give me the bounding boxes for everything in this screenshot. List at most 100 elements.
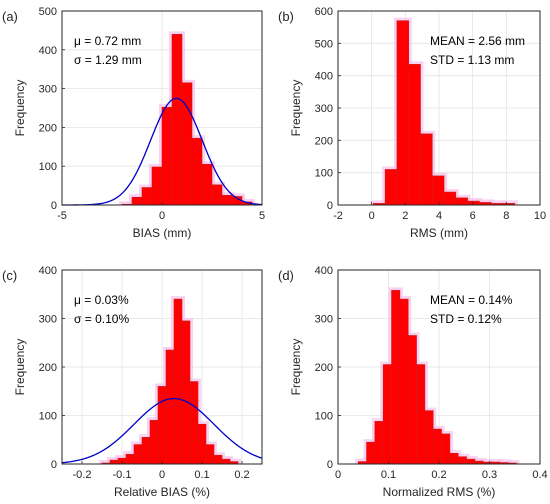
x-tick-label: 10 [534,210,546,222]
x-tick-label: 0.1 [194,469,209,481]
x-tick-label: 0.2 [431,469,446,481]
stats-annotation: μ = 0.72 mm [74,34,141,48]
y-tick-label: 300 [39,314,57,326]
x-tick-label: -2 [333,210,343,222]
y-tick-label: 200 [39,122,57,134]
y-tick-label: 300 [315,103,333,115]
histogram-bar [467,200,480,206]
histogram-bar [396,20,409,206]
histogram-bar [221,195,233,206]
histogram-bar [441,433,451,465]
y-tick-label: 100 [315,168,333,180]
stats-annotation: σ = 0.10% [74,312,129,326]
histogram-bar [131,196,143,206]
stats-annotation: σ = 1.29 mm [74,53,142,67]
y-axis-label: Frequency [13,80,27,137]
y-tick-label: 0 [327,200,333,212]
panel-label: (d) [278,268,294,283]
histogram-bar [197,423,207,465]
histogram-bar [221,458,231,465]
panel-label: (c) [2,268,17,283]
bar-glow [480,459,495,464]
gaussian-fit-curve [62,97,263,206]
panel-label: (b) [278,9,294,24]
y-tick-label: 0 [327,459,333,471]
x-axis-label: Normalized RMS (%) [383,485,496,499]
histogram-bar [161,106,173,206]
histogram-bar [384,169,398,206]
x-tick-label: 0.2 [234,469,249,481]
y-tick-label: 200 [39,362,57,374]
y-tick-label: 0 [51,459,57,471]
histogram-bar [420,133,433,206]
histogram-bar [449,453,459,465]
x-tick-label: 4 [436,210,442,222]
histogram-bar [432,428,442,465]
histogram-bar [133,444,143,465]
y-tick-label: 400 [39,45,57,57]
x-tick-label: 0 [159,469,165,481]
x-tick-label: 8 [503,210,509,222]
y-tick-label: 400 [39,265,57,277]
x-tick-label: 0 [369,210,375,222]
y-tick-label: 100 [315,411,333,423]
histogram-bar [141,187,153,206]
y-tick-label: 100 [39,161,57,173]
bar-glow [488,459,503,464]
histogram-bar [408,64,421,206]
histogram-bar [382,364,392,465]
histogram-bar [399,298,409,465]
histogram-bar [189,381,199,465]
y-tick-label: 0 [51,200,57,212]
x-axis-label: BIAS (mm) [133,226,192,240]
bar-glow [370,200,389,205]
y-tick-label: 400 [315,265,333,277]
bar-glow [496,459,512,464]
y-tick-label: 200 [315,135,333,147]
histogram-bar [201,163,213,206]
x-tick-label: -0.2 [73,469,92,481]
x-tick-label: 0 [159,210,165,222]
histogram-bar [391,290,401,465]
y-axis-label: Frequency [289,339,303,396]
stats-annotation: μ = 0.03% [74,293,129,307]
y-axis-label: Frequency [289,80,303,137]
bar-glow [499,200,518,205]
stats-annotation: MEAN = 2.56 mm [430,34,525,48]
stats-annotation: MEAN = 0.14% [430,293,513,307]
y-tick-label: 300 [39,84,57,96]
histogram-bar [181,320,191,465]
chart-panel-c: -0.2 -0.1 0 0.1 0.2 0 100 200 300 400 Relative BIA… [2,265,263,499]
histogram-bar [173,298,183,465]
histogram-bar [157,386,167,465]
histogram-bar [443,191,457,206]
y-tick-label: 500 [39,6,57,18]
y-tick-label: 500 [315,38,333,50]
stats-annotation: STD = 1.13 mm [430,53,514,67]
panel-label: (a) [2,9,18,24]
x-tick-label: -0.1 [113,469,132,481]
x-tick-label: 2 [402,210,408,222]
histogram-bar [407,335,417,465]
histogram-bar [141,437,151,465]
histogram-bar [466,458,476,465]
histogram-bar [366,441,376,465]
histogram-bar [191,137,203,206]
histogram-bar [457,456,467,465]
chart-panel-d: 0 0.1 0.2 0.3 0.4 0 100 200 300 400 Normalized RMS… [278,265,548,499]
y-axis-label: Frequency [13,339,27,396]
x-tick-label: -5 [57,210,67,222]
y-tick-label: 200 [315,362,333,374]
histogram-bar [211,184,223,206]
histogram-bar [416,364,426,465]
x-tick-label: 5 [259,210,265,222]
y-tick-label: 300 [315,314,333,326]
histogram-bar [149,420,159,465]
histogram-bar [431,175,445,206]
bar-glow [505,460,520,464]
histogram-bar [205,444,215,465]
histogram-bar [424,410,434,465]
histogram-bar [109,459,119,465]
